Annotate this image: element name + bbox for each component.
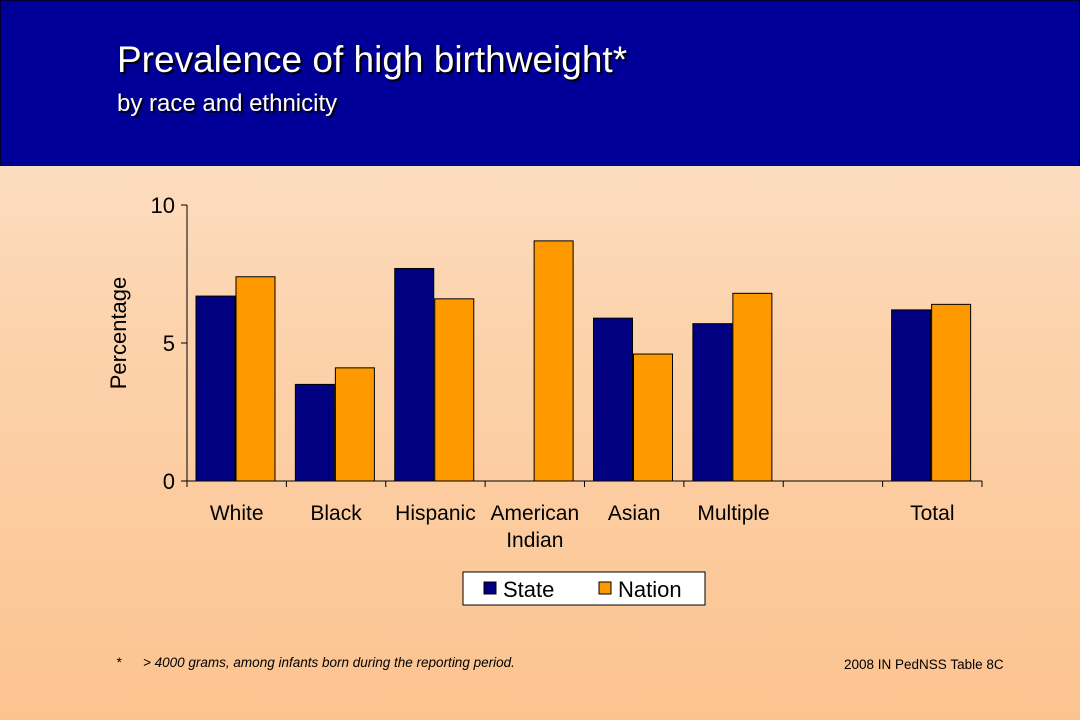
bar-state-2 [394,267,435,482]
x-tick-label: Total [910,502,954,525]
bar-nation-0 [235,276,276,482]
x-tick-label: Multiple [697,502,769,525]
x-tick-label: Black [310,502,362,525]
bar-nation-2 [434,298,475,482]
bar-state-4 [593,317,633,482]
legend-swatch-nation [598,581,612,595]
footnote-text: > 4000 grams, among infants born during … [143,655,515,670]
bar-state-5 [692,323,733,482]
y-axis-label: Percentage [106,277,131,390]
bar-nation-5 [732,292,773,482]
legend-swatch-state [483,581,497,595]
footnote: * > 4000 grams, among infants born during… [116,655,515,670]
title-banner: Prevalence of high birthweight* by race … [0,0,1080,166]
legend-label-nation: Nation [618,577,682,602]
bar-nation-4 [633,353,673,482]
bar-state-7 [891,309,932,482]
x-tick-label: Indian [506,529,563,552]
footnote-marker: * [116,655,122,670]
x-tick-label: Asian [608,502,661,525]
x-tick-label: American [490,502,579,525]
page-subtitle: by race and ethnicity [117,90,338,117]
legend-label-state: State [503,577,554,602]
x-tick-label: White [210,502,264,525]
bar-nation-7 [931,303,972,482]
y-tick-label: 10 [151,193,175,218]
x-tick-label: Hispanic [395,502,476,525]
legend-box [462,571,706,606]
bar-nation-3 [533,240,574,482]
source-note: 2008 IN PedNSS Table 8C [844,657,1004,672]
bar-state-1 [294,383,335,482]
page-title: Prevalence of high birthweight* [117,39,628,80]
bar-state-0 [195,295,236,482]
y-tick-label: 5 [163,331,175,356]
y-tick-label: 0 [163,469,175,494]
bar-nation-1 [334,367,375,482]
